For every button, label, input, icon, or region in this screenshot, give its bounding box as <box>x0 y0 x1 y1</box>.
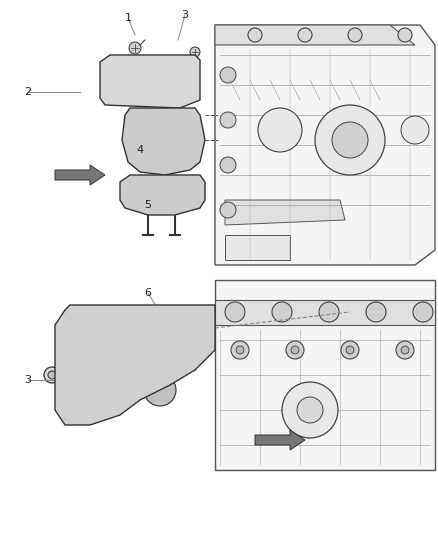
Circle shape <box>144 374 176 406</box>
Circle shape <box>332 122 368 158</box>
Circle shape <box>236 346 244 354</box>
Polygon shape <box>215 25 435 265</box>
Circle shape <box>319 302 339 322</box>
Polygon shape <box>215 280 435 470</box>
Circle shape <box>220 157 236 173</box>
Circle shape <box>366 302 386 322</box>
Circle shape <box>298 28 312 42</box>
Circle shape <box>401 116 429 144</box>
Circle shape <box>348 28 362 42</box>
Polygon shape <box>55 165 105 185</box>
Circle shape <box>86 324 94 332</box>
Polygon shape <box>225 235 290 260</box>
Circle shape <box>155 132 171 148</box>
Text: 3: 3 <box>25 375 32 385</box>
Text: 3: 3 <box>181 10 188 20</box>
Circle shape <box>401 346 409 354</box>
Polygon shape <box>122 108 205 175</box>
Text: 2: 2 <box>25 87 32 97</box>
Circle shape <box>81 319 99 337</box>
Circle shape <box>315 105 385 175</box>
Circle shape <box>190 47 200 57</box>
Circle shape <box>70 400 90 420</box>
Text: 6: 6 <box>145 288 152 298</box>
Circle shape <box>176 319 194 337</box>
Circle shape <box>48 371 56 379</box>
Circle shape <box>272 302 292 322</box>
Polygon shape <box>55 305 215 425</box>
Circle shape <box>282 382 338 438</box>
Circle shape <box>258 108 302 152</box>
Circle shape <box>181 324 189 332</box>
Circle shape <box>75 405 85 415</box>
Circle shape <box>220 112 236 128</box>
Circle shape <box>398 28 412 42</box>
Text: 4: 4 <box>137 145 144 155</box>
Circle shape <box>87 372 123 408</box>
Text: 1: 1 <box>124 13 131 23</box>
Polygon shape <box>120 175 205 215</box>
Circle shape <box>225 302 245 322</box>
Circle shape <box>341 341 359 359</box>
Polygon shape <box>215 25 415 45</box>
Circle shape <box>396 341 414 359</box>
Polygon shape <box>100 55 200 108</box>
Text: 5: 5 <box>145 200 152 210</box>
Polygon shape <box>215 300 435 325</box>
Circle shape <box>346 346 354 354</box>
Circle shape <box>231 341 249 359</box>
Circle shape <box>143 120 183 160</box>
Polygon shape <box>225 200 345 225</box>
Circle shape <box>291 346 299 354</box>
Circle shape <box>220 67 236 83</box>
Circle shape <box>248 28 262 42</box>
Polygon shape <box>255 430 305 450</box>
Circle shape <box>297 397 323 423</box>
Circle shape <box>44 367 60 383</box>
Circle shape <box>129 42 141 54</box>
Circle shape <box>110 355 150 395</box>
Circle shape <box>220 202 236 218</box>
Circle shape <box>286 341 304 359</box>
Circle shape <box>413 302 433 322</box>
